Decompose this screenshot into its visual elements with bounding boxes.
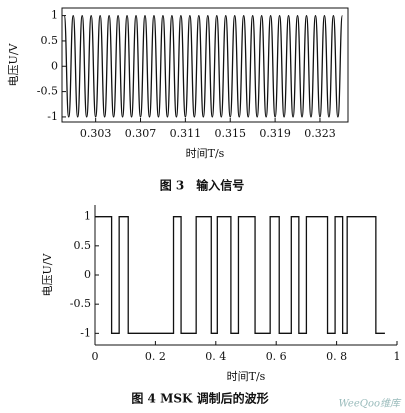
- y-tick-label: 1: [51, 9, 58, 22]
- y-tick-label: 0.5: [74, 239, 92, 252]
- x-axis-label: 时间T/s: [227, 370, 266, 383]
- waveform: [63, 14, 344, 118]
- x-tick-label: 0. 4: [205, 350, 226, 363]
- x-tick-label: 0: [92, 350, 99, 363]
- y-tick-label: 0: [51, 59, 58, 72]
- figure-caption: 图 4 MSK 调制后的波形: [131, 391, 268, 406]
- y-tick-label: 1: [84, 210, 91, 223]
- watermark: WeeQoo维库: [338, 398, 402, 410]
- x-tick-label: 0.323: [304, 127, 336, 140]
- x-tick-label: 0. 2: [145, 350, 166, 363]
- y-axis-label: 电压U/V: [41, 252, 54, 296]
- y-tick-label: -1: [47, 110, 58, 123]
- y-tick-label: 0: [84, 268, 91, 281]
- x-tick-label: 0.319: [259, 127, 291, 140]
- y-tick-label: -0.5: [70, 297, 91, 310]
- plot-frame: [61, 7, 349, 123]
- x-tick-label: 0. 8: [326, 350, 347, 363]
- y-tick-label: -1: [80, 326, 91, 339]
- x-tick-label: 1: [394, 350, 401, 363]
- y-axis-label: 电压U/V: [7, 42, 20, 86]
- waveform: [95, 216, 385, 334]
- y-tick-label: -0.5: [37, 85, 58, 98]
- y-tick-label: 0.5: [41, 34, 59, 47]
- x-tick-label: 0.315: [214, 127, 246, 140]
- figure-caption: 图 3 输入信号: [160, 178, 245, 193]
- x-tick-label: 0. 6: [266, 350, 287, 363]
- x-tick-label: 0.311: [170, 127, 202, 140]
- x-tick-label: 0.303: [80, 127, 112, 140]
- x-tick-label: 0.307: [125, 127, 157, 140]
- x-axis-label: 时间T/s: [186, 147, 225, 160]
